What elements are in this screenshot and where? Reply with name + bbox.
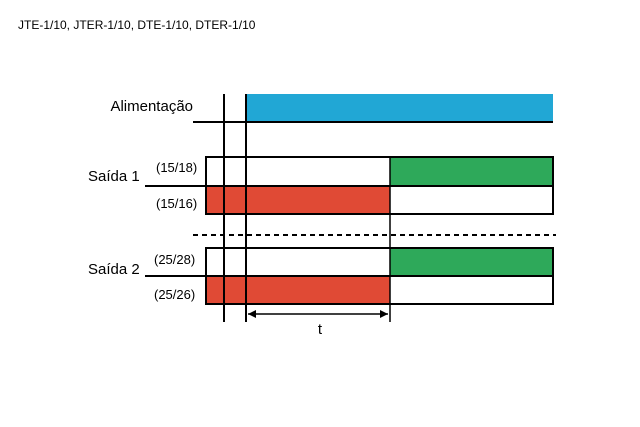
output2-contact-top-label: (25/28) [154, 252, 195, 267]
output1-no-closed-segment [206, 186, 390, 214]
output2-no-closed-segment [206, 276, 390, 304]
header-models: JTE-1/10, JTER-1/10, DTE-1/10, DTER-1/10 [18, 18, 256, 32]
output2-label: Saída 2 [88, 261, 140, 278]
output1-contact-bottom-label: (15/16) [156, 196, 197, 211]
output1-nc-closed-segment [390, 157, 553, 185]
supply-label: Alimentação [110, 98, 193, 115]
output2-nc-closed-segment [390, 248, 553, 276]
output2-contact-bottom-label: (25/26) [154, 287, 195, 302]
time-arrow-right-head [380, 310, 388, 318]
time-label: t [318, 321, 323, 338]
supply-on-bar [246, 94, 553, 122]
output1-contact-top-label: (15/18) [156, 160, 197, 175]
output1-label: Saída 1 [88, 168, 140, 185]
time-arrow-left-head [248, 310, 256, 318]
